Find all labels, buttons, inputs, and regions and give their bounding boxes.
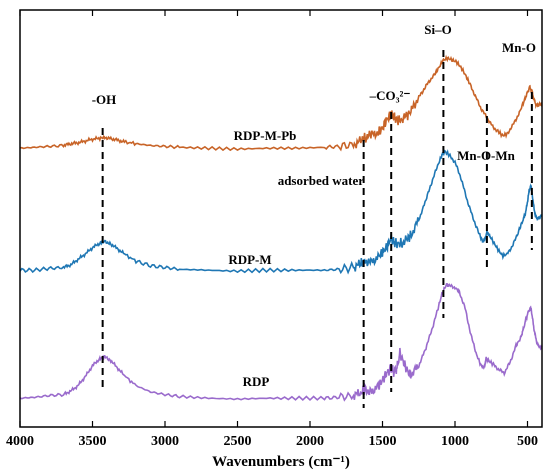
annotation-1: -OH [92,92,117,107]
x-tick-label-3500: 3500 [79,434,107,449]
spectra-group [19,54,543,402]
series-label-rdp-m-pb: RDP-M-Pb [234,128,297,143]
series-line-rdp [19,54,543,152]
annotation-2: –CO₃²⁻ [369,88,411,103]
series-label-rdp-m: RDP-M [228,252,271,267]
annotation-5: adsorbed water [278,173,365,188]
reference-lines-group [101,50,533,408]
x-tick-label-1500: 1500 [369,434,397,449]
x-axis-title: Wavenumbers (cm⁻¹) [212,454,350,470]
series-line-rdp-m-pb [19,282,543,402]
x-tick-label-500: 500 [517,434,538,449]
plot-frame [19,9,543,428]
annotation-3: Si–O [424,22,451,37]
annotation-6: Mn-O-Mn [457,148,516,163]
x-tick-label-2000: 2000 [296,434,324,449]
series-label-rdp: RDP [243,374,270,389]
x-tick-label-1000: 1000 [441,434,469,449]
annotations-group: -OH –CO₃²⁻ Si–O Mn-O adsorbed water Mn-O-Mn [92,22,536,188]
x-tick-label-4000: 4000 [6,434,34,449]
x-tick-label-3000: 3000 [151,434,179,449]
annotation-4: Mn-O [502,40,536,55]
x-axis-ticks: 4000 3500 3000 2500 2000 1500 1000 500 [6,10,538,449]
x-tick-label-2500: 2500 [224,434,252,449]
series-labels-group: RDP-M-Pb RDP-M RDP [228,128,296,389]
series-line-rdp-m [19,149,543,275]
